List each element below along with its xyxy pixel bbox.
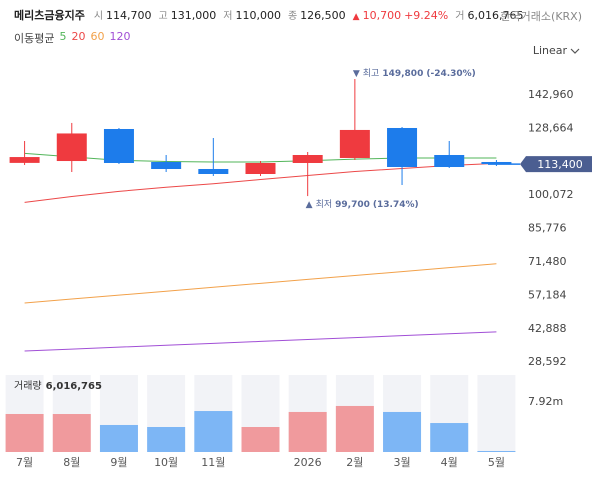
stock-name: 메리츠금융지주 [14,9,85,22]
candle-body [292,155,323,163]
moving-average-line [24,331,497,352]
volume-bar [5,413,44,452]
x-tick-label: 4월 [441,456,458,469]
x-tick-label: 3월 [393,456,410,469]
change-marker: ▲ [352,12,360,22]
field-label: 종 [287,11,298,22]
annotation-low: ▲ 최저 99,700 (13.74%) [306,199,419,210]
x-tick-label: 7월 [16,456,33,469]
volume-bar [147,427,186,452]
volume-title: 거래량 6,016,765 [14,380,102,392]
ma-legend-entry: 5 [59,30,67,43]
volume-bar [194,411,233,452]
ohlc-fields: 시 114,700 고 131,000 저 110,000 종 126,500 [94,7,350,22]
ma-title: 이동평균 [14,32,55,45]
annotation-marker: ▼ [353,69,360,79]
candle-body [339,129,370,158]
volume-field-label: 거 [455,11,465,22]
moving-average-line [24,152,497,163]
field-value: 126,500 [300,9,346,22]
annotation-label: 최고 [363,68,380,79]
volume-bar [241,427,280,452]
y-tick-label: 100,072 [528,188,574,201]
volume-value-label: 6,016,765 [46,381,102,392]
current-price-label: 113,400 [537,158,583,171]
volume-bar [99,424,138,452]
volume-bar [335,405,374,452]
moving-average-line [24,263,497,304]
volume-bar [477,450,516,452]
candle-body [151,161,182,169]
moving-average-line [24,162,497,203]
ma-legend-entry: 20 [71,30,86,43]
y-tick-label: 85,776 [528,222,567,235]
annotation-marker: ▲ [306,200,313,210]
x-tick-label: 11월 [201,456,225,469]
candle-body [387,127,418,168]
y-tick-label: 128,664 [528,121,574,134]
volume-bar [430,423,469,452]
scale-selector[interactable]: Linear [533,44,580,57]
volume-bar [383,411,422,452]
candle-body [198,168,229,174]
y-tick-label: 71,480 [528,255,567,268]
header: 메리츠금융지주 시 114,700 고 131,000 저 110,000 종 126,500… [14,7,527,23]
y-tick-label: 57,184 [528,288,567,301]
x-tick-label: 5월 [488,456,505,469]
ma-legend-entry: 120 [109,30,131,43]
candle-body [481,161,512,165]
candle-body [9,157,40,163]
y-tick-label: 42,888 [528,322,567,335]
change-pct: +9.24% [404,9,449,22]
x-tick-label: 9월 [110,456,127,469]
volume-bar [52,414,91,452]
volume-title-label: 거래량 [14,380,42,392]
candle-body [103,128,134,163]
field-label: 저 [223,11,233,22]
y-tick-label: 142,960 [528,88,574,101]
annotation-value: 99,700 [335,200,370,210]
volume-tick-label: 7.92m [528,395,563,408]
candle-body [245,162,276,174]
annotation-high: ▼ 최고 149,800 (-24.30%) [353,68,476,79]
annotation-pct: (13.74%) [373,200,419,210]
field-label: 시 [93,11,104,22]
ma-legend-entry: 60 [90,30,105,43]
volume-field: 6,016,765 [467,9,524,22]
x-tick-label: 2026 [294,456,322,469]
field-value: 114,700 [106,9,152,22]
candle-body [56,133,87,162]
dropdown-chevron [570,48,580,54]
volume-bar [288,411,327,452]
annotation-label: 최저 [316,199,333,210]
y-tick-label: 28,592 [528,355,567,368]
x-tick-label: 2월 [346,456,363,469]
field-label: 고 [158,11,168,22]
annotation-value: 149,800 [382,69,423,79]
annotation-pct: (-24.30%) [426,69,475,79]
scale-label: Linear [533,44,568,57]
candle-body [434,155,465,168]
ma-legend: 이동평균 5 20 60 120 [14,30,130,46]
volume-background [477,375,516,452]
field-value: 131,000 [170,9,217,22]
field-value: 110,000 [235,9,281,22]
x-tick-label: 10월 [154,456,178,469]
exchange: 한국거래소(KRX) [500,10,582,23]
change: 10,700 [362,9,402,22]
current-price-tag [520,156,592,173]
x-tick-label: 8월 [63,456,80,469]
